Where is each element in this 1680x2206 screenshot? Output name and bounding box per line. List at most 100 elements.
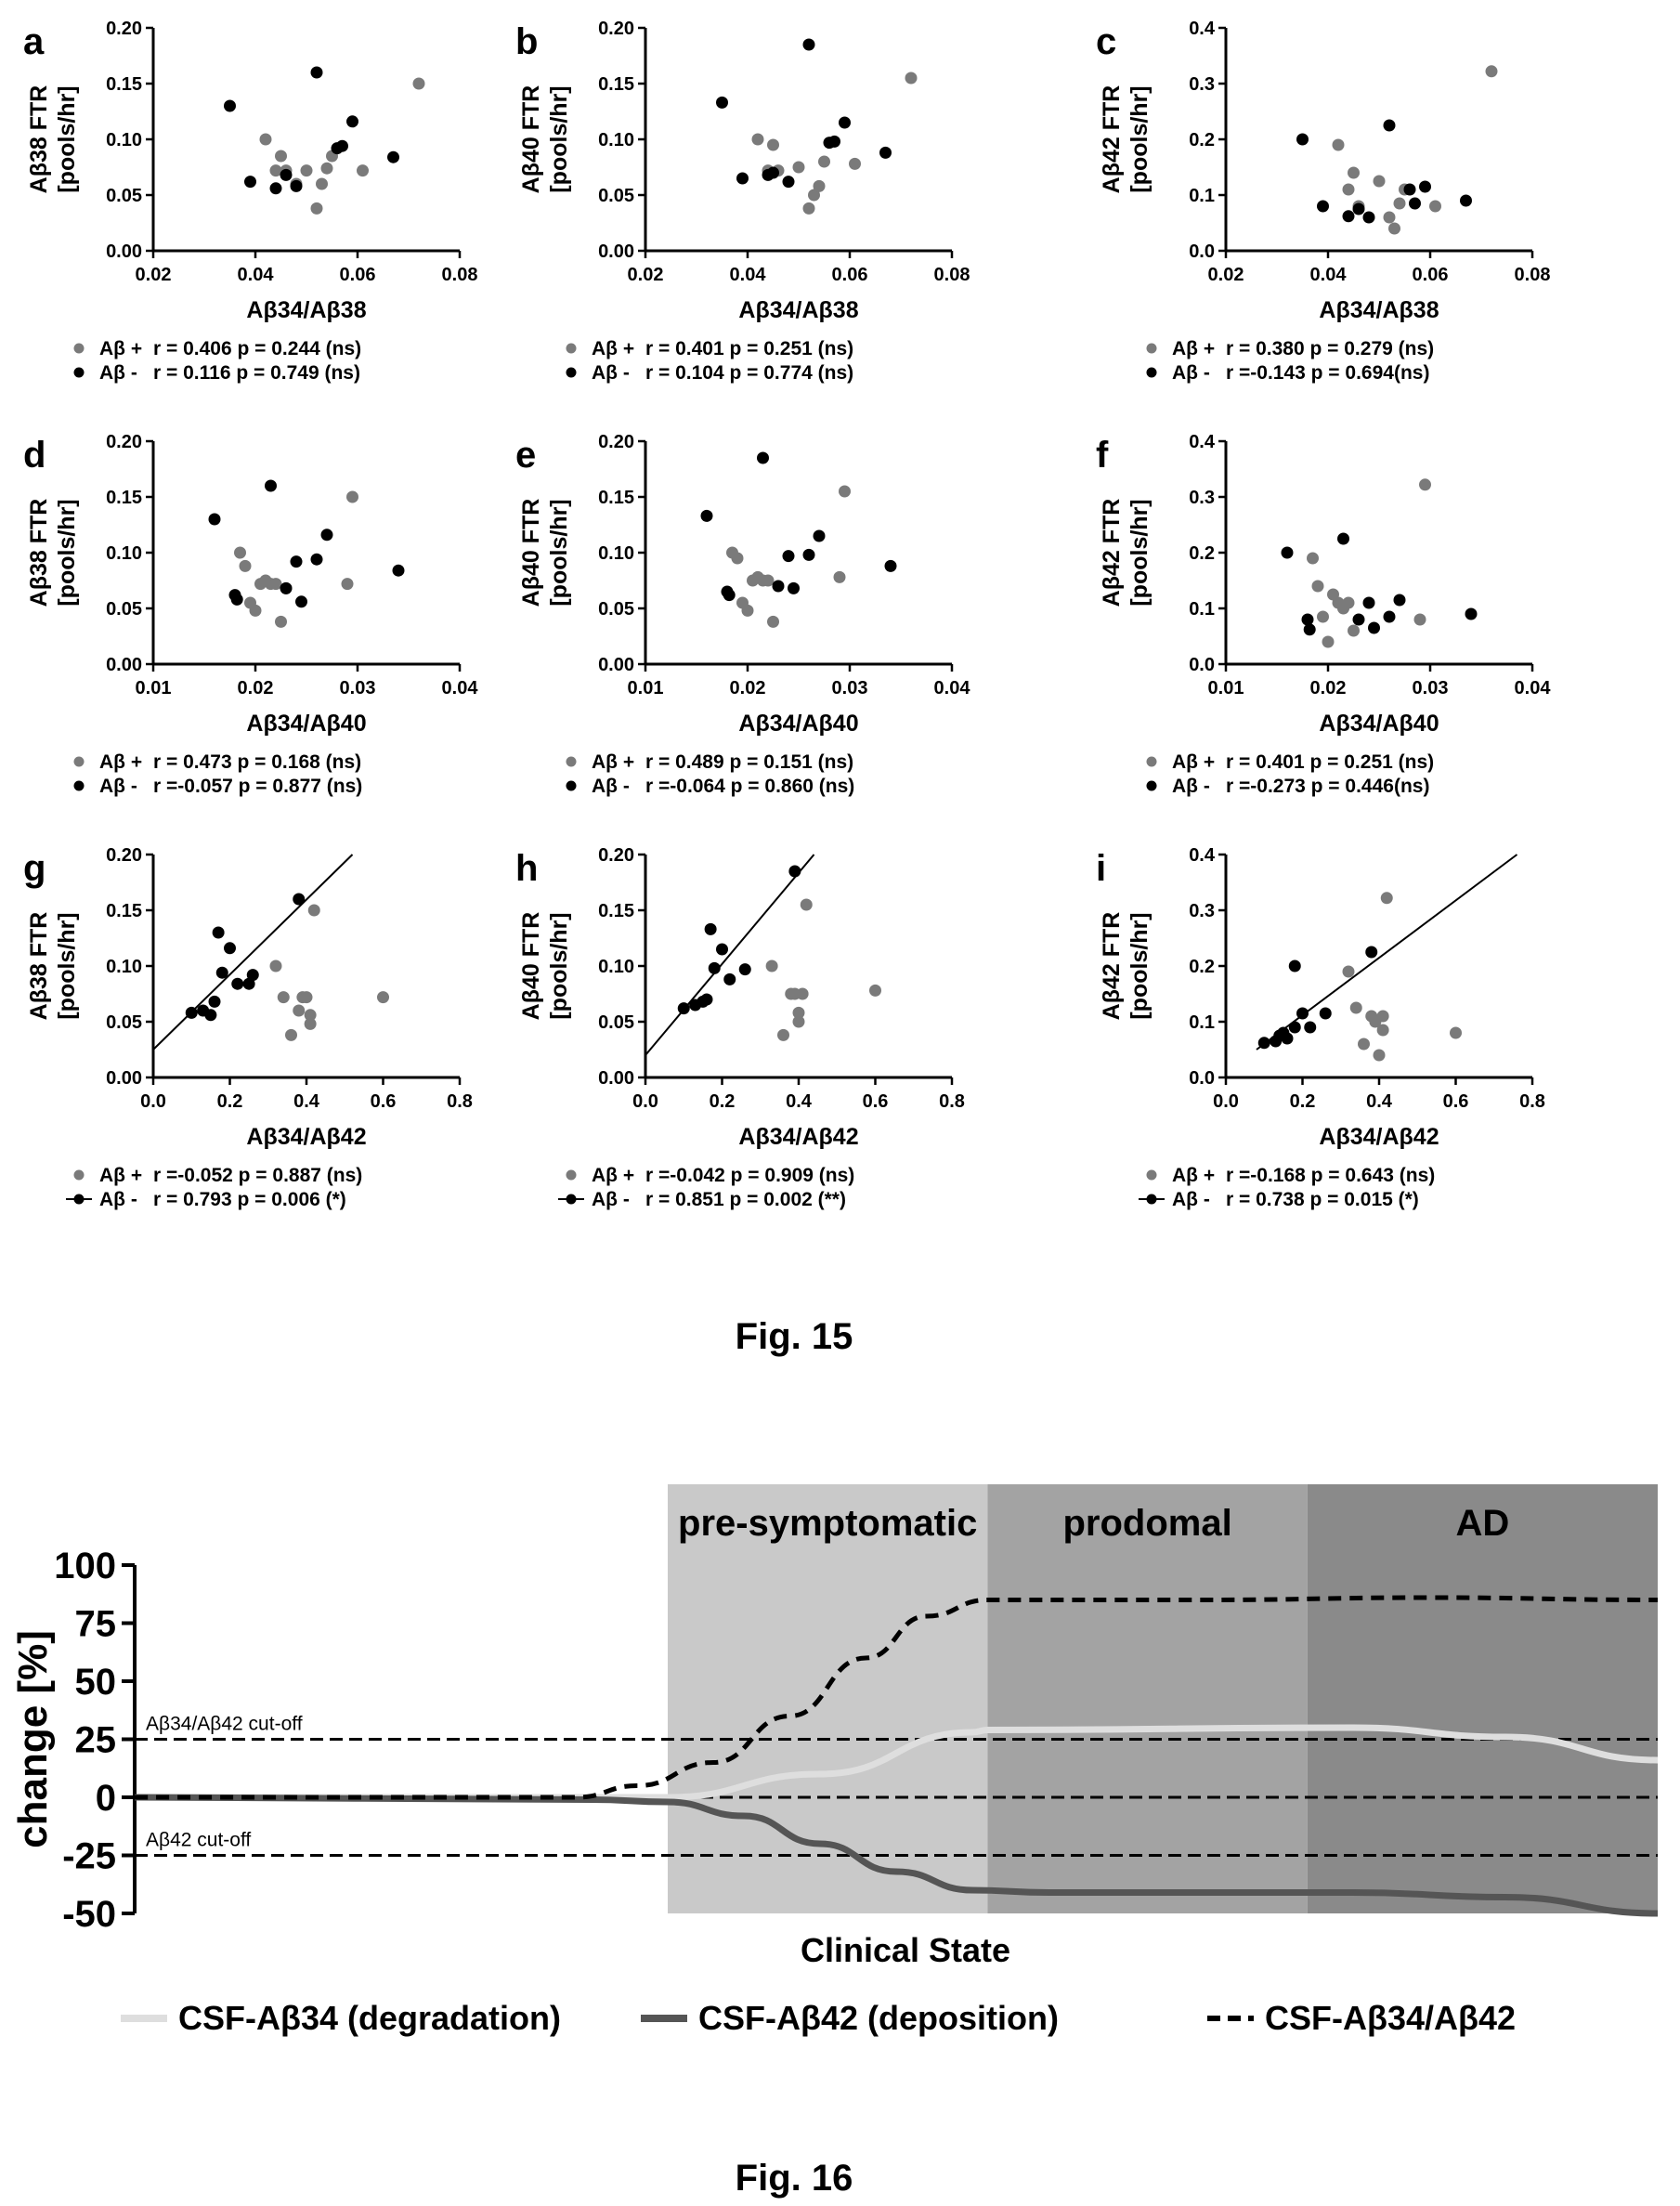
y-tick-label: 0.05 <box>598 186 634 206</box>
legend-stats: r = 0.738 p = 0.015 (*) <box>1226 1189 1419 1210</box>
point-abeta-positive <box>1332 138 1345 151</box>
y-tick-label: 0.10 <box>598 543 634 564</box>
point-abeta-negative <box>1296 133 1309 146</box>
x-axis-label: Aβ34/Aβ38 <box>246 297 366 323</box>
x-tick-label: 0.03 <box>1413 678 1449 698</box>
y-axis-label-units: [pools/hr] <box>1127 912 1153 1019</box>
x-tick-label: 0.0 <box>140 1091 166 1112</box>
x-tick-label: 0.03 <box>340 678 376 698</box>
legend-marker-abeta-positive <box>73 756 85 767</box>
point-abeta-positive <box>269 164 282 177</box>
point-abeta-negative <box>1303 623 1316 636</box>
y-tick-label: 0.15 <box>598 901 634 921</box>
point-abeta-negative <box>1393 594 1406 607</box>
phase-band-2 <box>1307 1484 1658 1913</box>
panel-letter: a <box>23 21 45 62</box>
point-abeta-negative <box>839 116 851 129</box>
point-abeta-positive <box>346 490 358 503</box>
y-tick-label: 0.3 <box>1189 488 1215 508</box>
point-abeta-positive <box>1450 1026 1462 1039</box>
point-abeta-negative <box>716 943 728 956</box>
point-abeta-negative <box>310 66 323 79</box>
point-abeta-positive <box>818 155 830 168</box>
x-tick-label: 0.6 <box>371 1091 397 1112</box>
y-tick-label: 0.1 <box>1189 1012 1215 1033</box>
x-tick-label: 0.08 <box>442 265 478 285</box>
point-abeta-negative <box>392 564 405 577</box>
panel-e: e 0.00 0.05 0.10 0.15 0.20 0.01 0.02 0.03 0.04 Aβ4… <box>515 432 970 797</box>
legend-label: Aβ - <box>99 362 137 384</box>
y-axis-label: Aβ40 FTR <box>518 499 544 607</box>
cutoff-label: Aβ42 cut-off <box>146 1830 251 1851</box>
fig16-chart: pre-symptomatic prodomal AD 100 75 50 25 0 -25 -5… <box>10 1484 1659 2037</box>
point-abeta-negative <box>208 513 221 526</box>
point-abeta-positive <box>1317 610 1329 623</box>
x-tick-label: 0.8 <box>1519 1091 1545 1112</box>
legend-marker-abeta-negative <box>73 780 85 791</box>
y-tick-label: 0.2 <box>1189 130 1215 150</box>
point-abeta-positive <box>1380 892 1393 905</box>
point-abeta-positive <box>1388 222 1400 235</box>
point-abeta-positive <box>802 202 815 215</box>
point-abeta-positive <box>731 552 744 565</box>
x-tick-label: 0.02 <box>136 265 172 285</box>
point-abeta-positive <box>796 987 809 1000</box>
x-axis-label: Aβ34/Aβ38 <box>1319 297 1439 323</box>
point-abeta-positive <box>792 1015 805 1028</box>
y-tick-label: 0.1 <box>1189 599 1215 620</box>
x-tick-label: 0.0 <box>632 1091 658 1112</box>
legend-marker-abeta-negative <box>566 780 577 791</box>
point-abeta-negative <box>1409 197 1421 210</box>
x-axis-label: Aβ34/Aβ40 <box>246 711 366 737</box>
y-tick-label: 0.00 <box>106 655 142 675</box>
y-axis-label-units: [pools/hr] <box>546 912 572 1019</box>
point-abeta-positive <box>813 179 826 192</box>
point-abeta-negative <box>1383 119 1396 132</box>
point-abeta-negative <box>224 942 236 955</box>
legend-label: CSF-Aβ34 (degradation) <box>178 1999 561 2037</box>
point-abeta-positive <box>800 898 813 911</box>
x-axis-label: Aβ34/Aβ42 <box>1319 1124 1439 1150</box>
point-abeta-positive <box>767 615 779 628</box>
x-axis-label: Aβ34/Aβ38 <box>738 297 858 323</box>
x-tick-label: 0.2 <box>217 1091 243 1112</box>
point-abeta-negative <box>224 99 236 112</box>
x-tick-label: 0.02 <box>730 678 766 698</box>
fig15-caption: Fig. 15 <box>736 1316 853 1357</box>
point-abeta-negative <box>828 135 840 148</box>
point-abeta-negative <box>280 581 293 594</box>
fig16-caption: Fig. 16 <box>736 2158 853 2199</box>
legend-label: Aβ - <box>592 1189 630 1210</box>
x-tick-label: 0.04 <box>442 678 479 698</box>
y-axis-label: Aβ42 FTR <box>1099 499 1125 607</box>
point-abeta-negative <box>204 1009 217 1022</box>
point-abeta-negative <box>1352 202 1365 215</box>
legend-marker-abeta-positive <box>1146 756 1157 767</box>
panel-letter: e <box>515 435 536 476</box>
x-tick-label: 0.06 <box>340 265 376 285</box>
y-tick-label: 0.15 <box>106 901 142 921</box>
y-tick-label: 0.10 <box>106 957 142 977</box>
y-tick-label: 0.10 <box>106 543 142 564</box>
y-axis-label-units: [pools/hr] <box>1127 85 1153 192</box>
point-abeta-negative <box>244 176 256 189</box>
y-tick-label: 0.10 <box>106 130 142 150</box>
y-tick-label: 0.10 <box>598 957 634 977</box>
cutoff-label: Aβ34/Aβ42 cut-off <box>146 1714 303 1735</box>
legend-label: CSF-Aβ34/Aβ42 <box>1265 1999 1516 2037</box>
x-axis-label: Aβ34/Aβ42 <box>738 1124 858 1150</box>
point-abeta-positive <box>1383 211 1396 224</box>
point-abeta-positive <box>269 959 282 972</box>
x-axis-label: Aβ34/Aβ40 <box>738 711 858 737</box>
point-abeta-positive <box>741 604 754 617</box>
x-tick-label: 0.4 <box>786 1091 813 1112</box>
point-abeta-negative <box>280 168 293 181</box>
y-tick-label: 0.00 <box>106 1068 142 1089</box>
y-axis-label: Aβ38 FTR <box>26 85 52 194</box>
x-tick-label: 0.04 <box>934 678 971 698</box>
x-tick-label: 0.02 <box>238 678 274 698</box>
y-tick-label: 0.15 <box>598 74 634 95</box>
point-abeta-positive <box>1429 200 1441 213</box>
panel-d: d 0.00 0.05 0.10 0.15 0.20 0.01 0.02 0.03 0.04 Aβ3… <box>23 432 478 797</box>
x-tick-label: 0.02 <box>1208 265 1244 285</box>
